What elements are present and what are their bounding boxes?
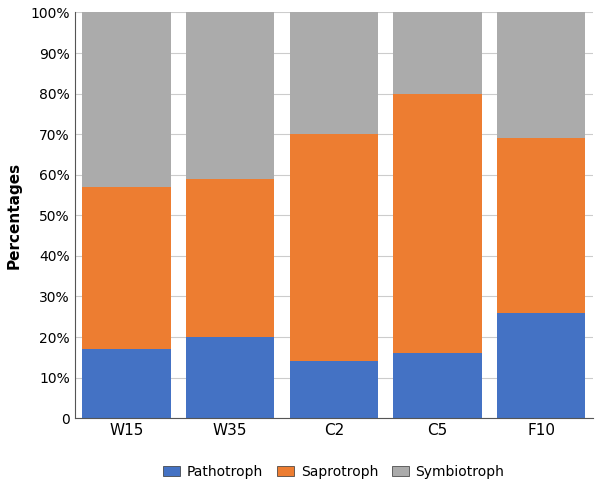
Bar — [394, 93, 482, 353]
Bar — [290, 362, 378, 418]
Bar — [82, 12, 170, 187]
Bar — [394, 353, 482, 418]
Bar — [290, 134, 378, 362]
Y-axis label: Percentages: Percentages — [7, 162, 22, 269]
Bar — [186, 337, 274, 418]
Bar — [497, 12, 585, 138]
Bar — [497, 138, 585, 313]
Bar — [186, 12, 274, 179]
Bar — [394, 12, 482, 93]
Bar — [186, 179, 274, 337]
Legend: Pathotroph, Saprotroph, Symbiotroph: Pathotroph, Saprotroph, Symbiotroph — [158, 459, 510, 484]
Bar — [82, 187, 170, 349]
Bar — [82, 349, 170, 418]
Bar — [497, 313, 585, 418]
Bar — [290, 12, 378, 134]
